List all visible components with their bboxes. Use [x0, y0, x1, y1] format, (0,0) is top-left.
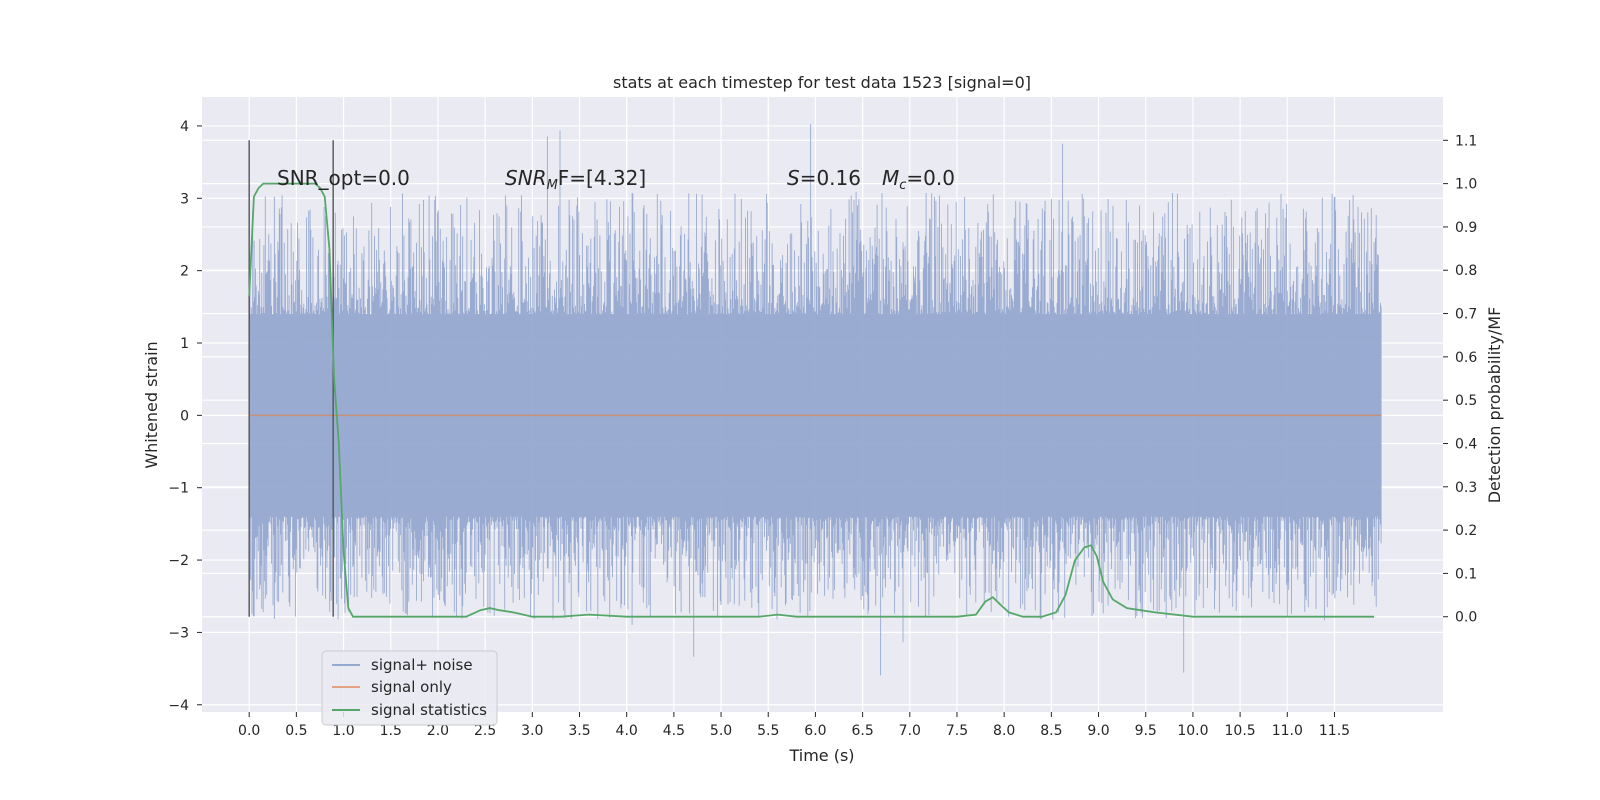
x-ticks: 0.0 0.5 1.0 1.5 2.0 2.5 3.0 3.5 4.0 4.5 5.0 5.5 6.0 6… [238, 712, 1350, 739]
x-tick-label: 9.5 [1135, 723, 1157, 739]
mc-symbol: M [882, 166, 899, 190]
y-tick-label: −4 [168, 698, 189, 714]
legend-box [321, 650, 498, 726]
y-tick-label: 4 [180, 119, 189, 135]
x-tick-label: 2.5 [474, 723, 496, 739]
y-tick-label: −1 [168, 481, 189, 497]
legend-label-signal-only: signal only [371, 678, 452, 696]
y2-axis-label: Detection probability/MF [1485, 307, 1504, 504]
y-tick-label: 3 [180, 191, 189, 207]
x-tick-label: 6.5 [851, 723, 873, 739]
x-tick-label: 2.0 [427, 723, 449, 739]
snr-mf-suffix: F=[4.32] [558, 166, 646, 190]
y2-tick-label: 1.1 [1455, 133, 1477, 149]
x-tick-label: 5.0 [710, 723, 732, 739]
y2-tick-label: 0.6 [1455, 350, 1477, 366]
mc-value: =0.0 [906, 166, 955, 190]
snr-mf-prefix: SNR [505, 166, 547, 190]
y2-tick-label: 0.3 [1455, 480, 1477, 496]
x-tick-label: 7.0 [899, 723, 921, 739]
y-tick-label: 1 [180, 336, 189, 352]
s-symbol: S [787, 166, 800, 190]
x-tick-label: 9.0 [1087, 723, 1109, 739]
y-axis-label: Whitened strain [142, 341, 161, 468]
y-tick-label: 0 [180, 408, 189, 424]
x-tick-label: 4.5 [663, 723, 685, 739]
x-tick-label: 8.0 [993, 723, 1015, 739]
annotation-snr-mf: SNRMF=[4.32] [505, 166, 646, 193]
x-tick-label: 6.0 [804, 723, 826, 739]
x-tick-label: 5.5 [757, 723, 779, 739]
y-tick-label: −3 [168, 625, 189, 641]
x-tick-label: 1.5 [380, 723, 402, 739]
annotation-mc: Mc=0.0 [882, 166, 955, 193]
y2-tick-label: 0.8 [1455, 263, 1477, 279]
snr-mf-sub: M [547, 178, 558, 193]
y-tick-label: −2 [168, 553, 189, 569]
x-tick-label: 10.5 [1225, 723, 1256, 739]
x-tick-label: 0.5 [285, 723, 307, 739]
vertical-markers [248, 140, 334, 617]
annotation-snr-opt: SNR_opt=0.0 [277, 166, 410, 190]
x-tick-label: 3.0 [521, 723, 543, 739]
x-tick-label: 11.5 [1319, 723, 1350, 739]
y2-tick-label: 0.7 [1455, 307, 1477, 323]
legend: signal+ noise signal only signal statist… [321, 650, 498, 726]
legend-label-signal-noise: signal+ noise [371, 656, 473, 674]
y2-ticks: 0.0 0.1 0.2 0.3 0.4 0.5 0.6 0.7 0.8 0.9 1.0 1.1 [1443, 133, 1477, 626]
legend-label-signal-statistics: signal statistics [371, 701, 487, 719]
mc-sub: c [899, 178, 906, 193]
chart-title: stats at each timestep for test data 152… [613, 73, 1031, 92]
x-tick-label: 1.0 [332, 723, 354, 739]
x-tick-label: 11.0 [1272, 723, 1303, 739]
x-tick-label: 4.0 [616, 723, 638, 739]
x-tick-label: 3.5 [568, 723, 590, 739]
y2-tick-label: 0.5 [1455, 393, 1477, 409]
x-axis-label: Time (s) [788, 746, 854, 765]
x-tick-label: 8.5 [1040, 723, 1062, 739]
y2-tick-label: 0.0 [1455, 610, 1477, 626]
x-tick-label: 7.5 [946, 723, 968, 739]
x-tick-label: 0.0 [238, 723, 260, 739]
y2-tick-label: 1.0 [1455, 177, 1477, 193]
y-ticks: −4 −3 −2 −1 0 1 2 3 4 [168, 119, 202, 714]
y2-tick-label: 0.4 [1455, 436, 1477, 452]
y-tick-label: 2 [180, 264, 189, 280]
y2-tick-label: 0.1 [1455, 566, 1477, 582]
signal-statistics-series [248, 182, 1375, 618]
y2-tick-label: 0.2 [1455, 523, 1477, 539]
s-value: =0.16 [800, 166, 861, 190]
annotation-s: S=0.16 [787, 166, 861, 190]
x-tick-label: 10.0 [1177, 723, 1208, 739]
y2-tick-label: 0.9 [1455, 220, 1477, 236]
